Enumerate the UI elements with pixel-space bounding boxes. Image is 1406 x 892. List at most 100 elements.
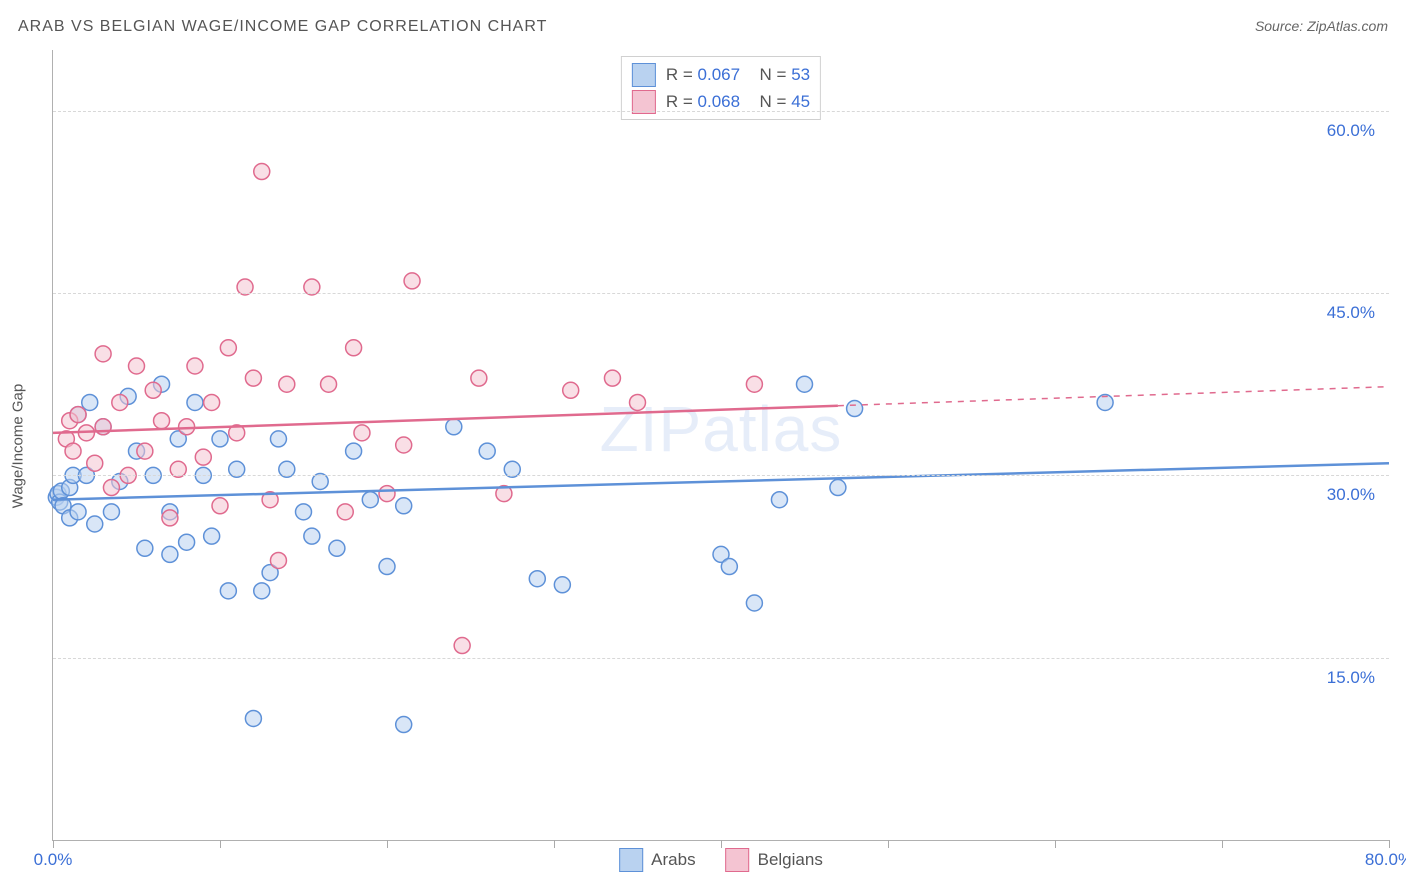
data-point (346, 443, 362, 459)
data-point (630, 394, 646, 410)
data-point (212, 498, 228, 514)
data-point (254, 164, 270, 180)
data-point (187, 394, 203, 410)
x-tick (1055, 840, 1056, 848)
x-tick (888, 840, 889, 848)
data-point (95, 346, 111, 362)
trend-line (53, 463, 1389, 499)
data-point (245, 710, 261, 726)
legend-bottom-item: Belgians (726, 848, 823, 872)
data-point (112, 394, 128, 410)
data-point (746, 595, 762, 611)
data-point (379, 486, 395, 502)
data-point (204, 528, 220, 544)
data-point (454, 638, 470, 654)
data-point (721, 559, 737, 575)
data-point (220, 340, 236, 356)
data-point (563, 382, 579, 398)
data-point (70, 407, 86, 423)
data-point (847, 401, 863, 417)
data-point (137, 443, 153, 459)
x-tick (721, 840, 722, 848)
data-point (329, 540, 345, 556)
data-point (446, 419, 462, 435)
data-point (746, 376, 762, 392)
data-point (396, 498, 412, 514)
chart-source: Source: ZipAtlas.com (1255, 18, 1388, 34)
data-point (396, 717, 412, 733)
data-point (270, 431, 286, 447)
data-point (771, 492, 787, 508)
chart-container: ARAB VS BELGIAN WAGE/INCOME GAP CORRELAT… (0, 0, 1406, 892)
data-point (479, 443, 495, 459)
data-point (154, 413, 170, 429)
data-point (70, 504, 86, 520)
data-point (304, 528, 320, 544)
x-tick (1389, 840, 1390, 848)
data-point (379, 559, 395, 575)
data-point (245, 370, 261, 386)
data-point (354, 425, 370, 441)
legend-label: Belgians (758, 850, 823, 870)
data-point (279, 376, 295, 392)
legend-top-row: R = 0.067 N = 53 (632, 61, 810, 88)
legend-r: R = 0.067 (666, 61, 740, 88)
x-tick (387, 840, 388, 848)
data-point (396, 437, 412, 453)
data-point (554, 577, 570, 593)
data-point (87, 516, 103, 532)
data-point (87, 455, 103, 471)
data-point (362, 492, 378, 508)
legend-bottom-item: Arabs (619, 848, 695, 872)
legend-bottom: Arabs Belgians (619, 848, 823, 872)
data-point (195, 449, 211, 465)
data-point (404, 273, 420, 289)
x-tick (220, 840, 221, 848)
legend-label: Arabs (651, 850, 695, 870)
data-point (65, 443, 81, 459)
data-point (204, 394, 220, 410)
data-point (103, 504, 119, 520)
legend-swatch (632, 63, 656, 87)
data-point (797, 376, 813, 392)
data-point (212, 431, 228, 447)
y-tick-label: 15.0% (1327, 668, 1375, 688)
data-point (296, 504, 312, 520)
data-point (129, 358, 145, 374)
data-point (162, 510, 178, 526)
y-axis-label: Wage/Income Gap (10, 321, 27, 446)
legend-n: N = 53 (750, 61, 810, 88)
data-point (162, 546, 178, 562)
x-tick (53, 840, 54, 848)
x-max-label: 80.0% (1365, 850, 1406, 870)
data-point (270, 552, 286, 568)
data-point (82, 394, 98, 410)
x-tick (1222, 840, 1223, 848)
data-point (179, 419, 195, 435)
data-point (830, 480, 846, 496)
data-point (187, 358, 203, 374)
gridline (53, 475, 1389, 476)
data-point (137, 540, 153, 556)
plot-area: ZIPatlas R = 0.067 N = 53R = 0.068 N = 4… (52, 50, 1389, 841)
y-tick-label: 30.0% (1327, 485, 1375, 505)
data-point (179, 534, 195, 550)
x-tick (554, 840, 555, 848)
legend-swatch (726, 848, 750, 872)
plot-svg (53, 50, 1389, 840)
y-tick-label: 60.0% (1327, 121, 1375, 141)
gridline (53, 658, 1389, 659)
legend-swatch (619, 848, 643, 872)
gridline (53, 111, 1389, 112)
chart-title: ARAB VS BELGIAN WAGE/INCOME GAP CORRELAT… (18, 18, 547, 36)
data-point (604, 370, 620, 386)
data-point (145, 382, 161, 398)
data-point (103, 480, 119, 496)
data-point (321, 376, 337, 392)
data-point (220, 583, 236, 599)
data-point (471, 370, 487, 386)
x-min-label: 0.0% (34, 850, 73, 870)
data-point (346, 340, 362, 356)
data-point (337, 504, 353, 520)
data-point (254, 583, 270, 599)
